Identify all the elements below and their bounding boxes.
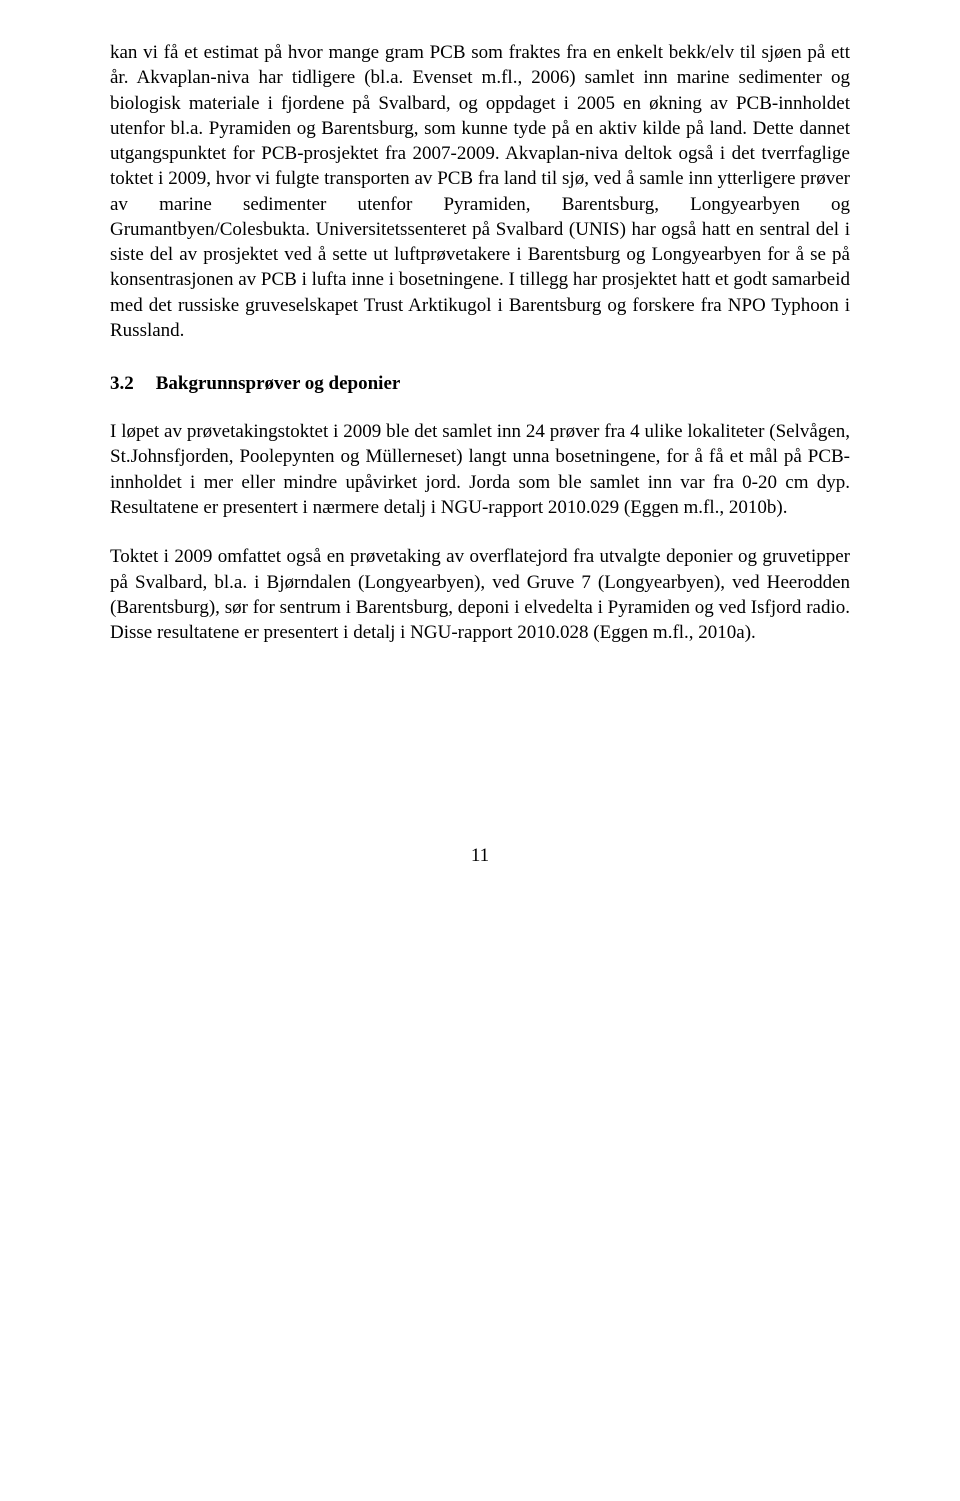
body-paragraph: kan vi få et estimat på hvor mange gram … [110,40,850,343]
section-title: Bakgrunnsprøver og deponier [156,373,401,394]
body-paragraph: Toktet i 2009 omfattet også en prøvetaki… [110,544,850,645]
page-number: 11 [110,845,850,867]
section-number: 3.2 [110,373,134,395]
body-paragraph: I løpet av prøvetakingstoktet i 2009 ble… [110,419,850,520]
section-heading: 3.2 Bakgrunnsprøver og deponier [110,373,850,395]
document-page: kan vi få et estimat på hvor mange gram … [0,0,960,907]
